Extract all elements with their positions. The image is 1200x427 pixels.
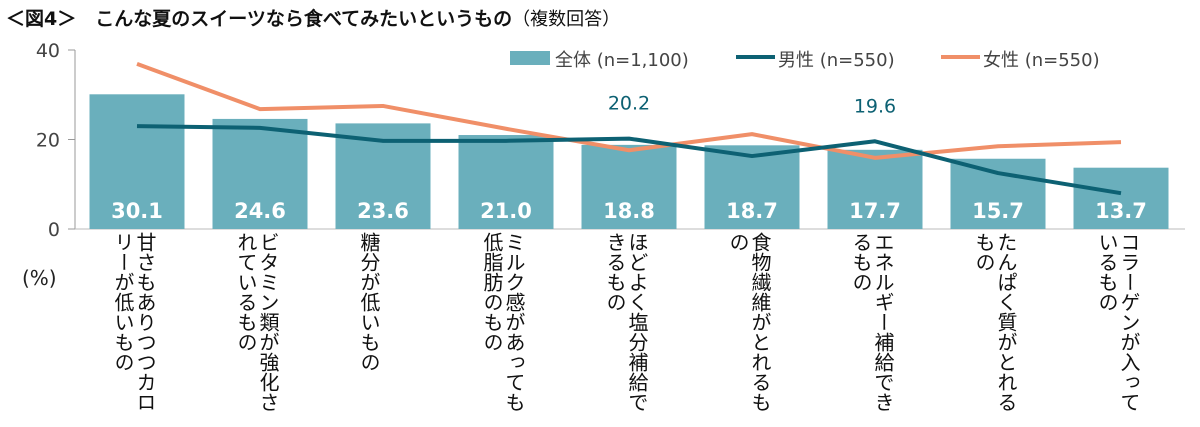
- bar-value-label: 21.0: [480, 199, 532, 223]
- y-tick-label: 40: [36, 40, 60, 62]
- bar: [827, 149, 923, 229]
- category-label: ビタミン類が強化されているもの: [234, 232, 280, 412]
- line-value-label: 19.6: [854, 95, 896, 117]
- title-text: ＜図4＞ こんな夏のスイーツなら食べてみたいというもの: [6, 8, 513, 30]
- bar: [704, 145, 800, 229]
- chart-title: ＜図4＞ こんな夏のスイーツなら食べてみたいというもの（複数回答）: [6, 4, 620, 31]
- category-label: エネルギー補給できるもの: [849, 232, 895, 412]
- category-label: 甘さもありつつカロリーが低いもの: [111, 232, 157, 412]
- bar-value-label: 18.7: [726, 199, 778, 223]
- subtitle-text: （複数回答）: [512, 9, 621, 30]
- bar: [950, 158, 1046, 229]
- bar: [89, 94, 185, 230]
- bar-value-label: 17.7: [849, 199, 901, 223]
- bar-value-label: 23.6: [357, 199, 409, 223]
- category-label: ミルク感があっても低脂肪のもの: [480, 232, 526, 412]
- y-tick-label: 0: [48, 219, 60, 241]
- category-label: たんぱく質がとれるもの: [972, 232, 1018, 412]
- category-label: 食物繊維がとれるもの: [726, 232, 772, 412]
- bar-value-label: 30.1: [111, 199, 163, 223]
- legend-label-female: 女性 (n=550): [983, 50, 1100, 71]
- y-tick-label: 20: [36, 130, 60, 152]
- legend-label-male: 男性 (n=550): [778, 50, 895, 71]
- legend-label-total: 全体 (n=1,100): [555, 50, 689, 71]
- legend-swatch-total: [510, 51, 550, 65]
- line-value-label: 20.2: [608, 93, 650, 115]
- bar: [212, 118, 308, 229]
- category-label: 糖分が低いもの: [357, 232, 381, 372]
- category-label: コラーゲンが入っているもの: [1095, 232, 1141, 412]
- bar-value-label: 15.7: [972, 199, 1024, 223]
- bar-value-label: 24.6: [234, 199, 286, 223]
- y-axis-unit: (%): [22, 266, 57, 290]
- bar-value-label: 18.8: [603, 199, 655, 223]
- bar-value-label: 13.7: [1095, 199, 1147, 223]
- bar: [581, 144, 677, 229]
- bar: [1073, 167, 1169, 229]
- category-label: ほどよく塩分補給できるもの: [603, 232, 649, 412]
- bar: [458, 135, 554, 229]
